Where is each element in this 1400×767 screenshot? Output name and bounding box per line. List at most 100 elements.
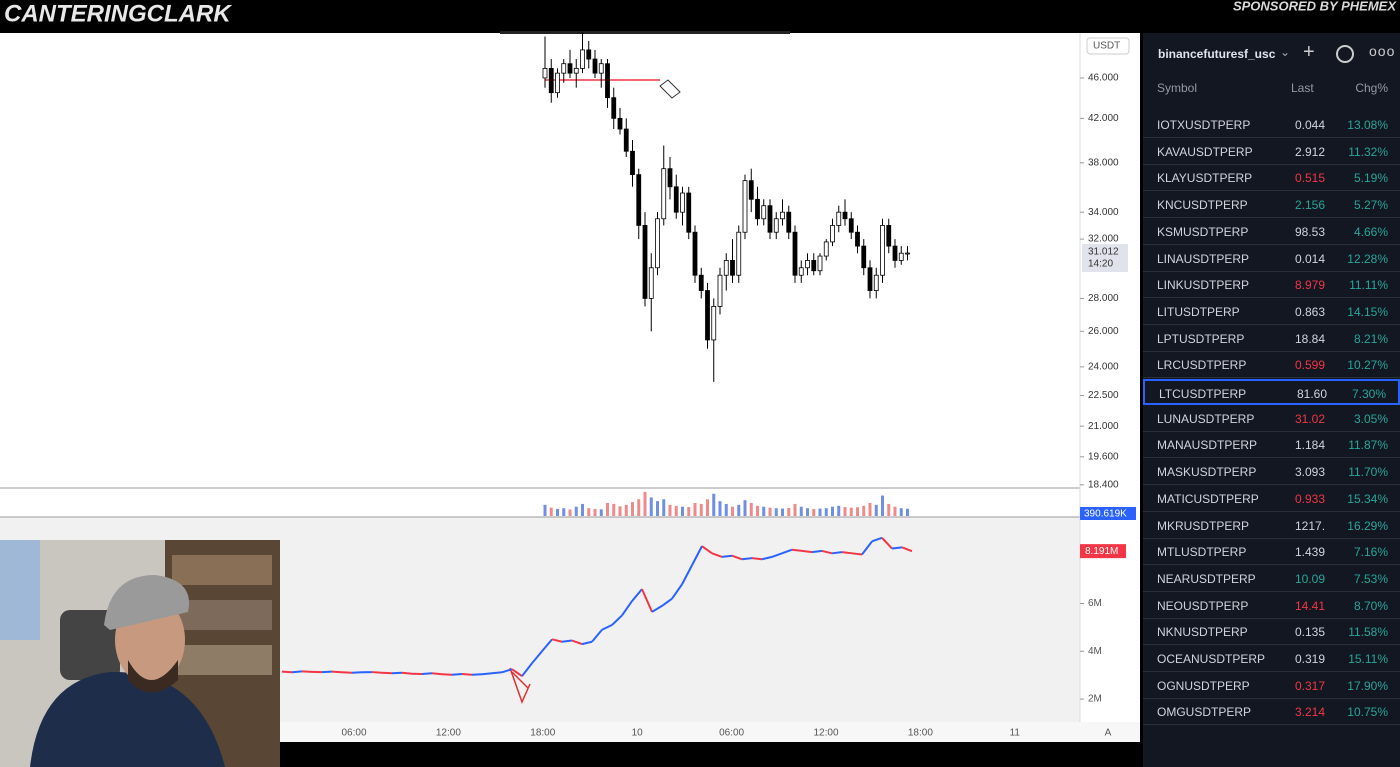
volume-bar [581,503,584,516]
volume-bar [749,503,753,516]
watch-row[interactable]: MTLUSDTPERP 1.439 7.16% [1143,539,1400,566]
volume-bar [899,508,903,516]
indicator-segment [371,671,383,674]
add-button[interactable]: + [1303,41,1315,63]
last-price: 0.863 [1295,304,1326,319]
pencil-icon [659,79,681,99]
watch-row[interactable]: LPTUSDTPERP 18.84 8.21% [1143,326,1400,352]
watch-row[interactable]: LINKUSDTPERP 8.979 11.11% [1143,272,1400,299]
volume-bar [731,506,734,516]
watch-row[interactable]: KSMUSDTPERP 98.53 4.66% [1143,219,1400,245]
candle-body [873,274,879,291]
indicator-segment [801,549,813,554]
price-axis [1080,33,1140,722]
watch-row[interactable]: NEOUSDTPERP 14.41 8.70% [1143,593,1400,619]
x-tick-label: 18:00 [530,728,555,739]
last-price: 0.599 [1295,358,1326,373]
more-button[interactable]: ooo [1369,43,1396,59]
indicator-segment [501,668,513,674]
watch-row[interactable]: LUNAUSDTPERP 31.02 3.05% [1143,406,1400,432]
candle-body [780,211,785,220]
candle-body [848,218,854,233]
symbol: MTLUSDTPERP [1157,545,1247,560]
column-header: Symbol Last Chg% [1143,81,1400,97]
dropdown-caret[interactable]: ⌄ [1280,45,1291,59]
chart-icon[interactable] [1336,45,1354,63]
last-price: 3.093 [1295,465,1326,480]
watch-row[interactable]: KAVAUSDTPERP 2.912 11.32% [1143,139,1400,165]
change: 12.28% [1347,251,1388,266]
last-price: 2.912 [1295,144,1326,159]
indicator-segment [531,650,543,664]
painting [0,540,40,640]
change: 17.90% [1347,678,1388,693]
watch-row[interactable]: OGNUSDTPERP 0.317 17.90% [1143,673,1400,699]
indicator-segment [811,549,823,554]
channel-name: CANTERINGCLARK [4,0,232,27]
x-tick-label: 06:00 [719,728,744,739]
watch-row[interactable]: MKRUSDTPERP 1217. 16.29% [1143,513,1400,539]
candle-body [842,211,848,220]
candle-body [630,150,635,176]
volume-bar [562,508,566,516]
candle-body [773,218,779,233]
volume-bar [724,503,728,516]
watch-row[interactable]: OCEANUSDTPERP 0.319 15.11% [1143,646,1400,672]
change: 3.05% [1353,411,1388,426]
column-label: Symbol [1157,81,1198,95]
books [172,645,272,675]
currency[interactable]: USDT [1093,41,1120,52]
candle-body [561,63,567,74]
watch-row[interactable]: NEARUSDTPERP 10.09 7.53% [1143,566,1400,592]
change: 4.66% [1353,224,1388,239]
cap [104,575,190,630]
last-price: 8.979 [1295,278,1326,293]
watch-row[interactable]: LITUSDTPERP 0.863 14.15% [1143,299,1400,325]
currency-button[interactable] [1086,37,1130,55]
indicator-segment [281,670,293,674]
watch-row[interactable]: OMGUSDTPERP 3.214 10.75% [1143,699,1400,726]
indicator-segment [481,672,493,676]
watchlist: binancefuturesf_usc ⌄ + ooo Symbol Last Ch… [1143,33,1400,767]
last-price: 98.53 [1295,224,1326,239]
indicator-segment [621,600,633,617]
watch-row[interactable]: MASKUSDTPERP 3.093 11.70% [1143,459,1400,486]
symbol: LITUSDTPERP [1157,304,1240,319]
last-price: 0.319 [1295,652,1326,666]
y-tick-label: 19.600 [1088,451,1119,462]
watch-row[interactable]: IOTXUSDTPERP 0.044 13.08% [1143,112,1400,138]
volume-bar [893,506,897,516]
volume-bar [662,499,666,516]
watch-row[interactable]: LTCUSDTPERP 81.60 7.30% [1143,379,1400,405]
candle-body [736,231,742,276]
indicator-segment [751,557,763,561]
volume-bar [799,506,803,516]
indicator-segment [611,614,623,626]
symbol: KAVAUSDTPERP [1157,144,1253,159]
watch-row[interactable]: KLAYUSDTPERP 0.515 5.19% [1143,165,1400,192]
watch-row[interactable]: LINAUSDTPERP 0.014 12.28% [1143,246,1400,272]
watch-row[interactable]: NKNUSDTPERP 0.135 11.58% [1143,619,1400,646]
candle-body [817,255,823,272]
top-bar [0,0,1400,33]
price-badge [1082,244,1128,273]
candle-body [805,260,810,269]
y-tick-label: 38.000 [1088,157,1119,168]
watch-row[interactable]: MATICUSDTPERP 0.933 15.34% [1143,486,1400,512]
volume-bar [793,503,797,516]
exchange-selector[interactable]: binancefuturesf_usc [1158,47,1276,61]
volume-bar [812,508,816,516]
symbol: OCEANUSDTPERP [1157,652,1266,666]
change: 11.11% [1349,278,1388,293]
watch-row[interactable]: LRCUSDTPERP 0.599 10.27% [1143,352,1400,379]
volume-bar [843,507,847,516]
volume-bar [593,508,597,516]
indicator-segment [721,554,733,558]
watch-row[interactable]: MANAUSDTPERP 1.184 11.87% [1143,432,1400,459]
webcam [0,540,280,767]
volume-bar [806,508,809,516]
watch-row[interactable]: KNCUSDTPERP 2.156 5.27% [1143,192,1400,219]
volume-bar [787,508,791,516]
indicator-segment [631,588,643,602]
candle-body [655,218,660,269]
